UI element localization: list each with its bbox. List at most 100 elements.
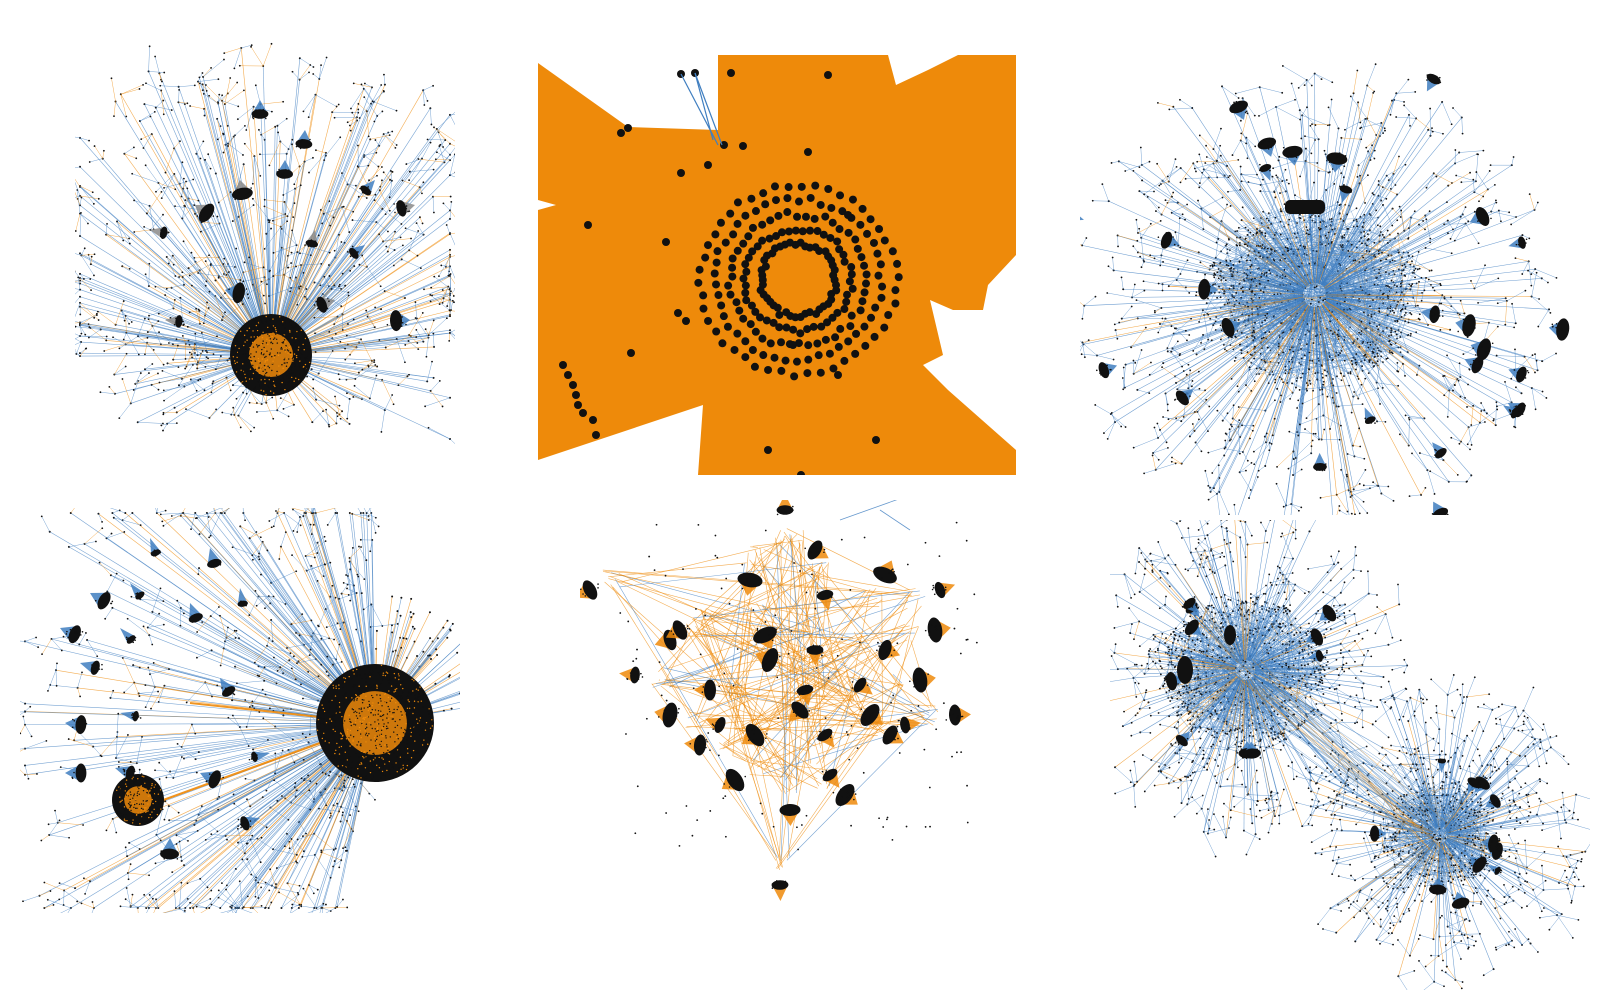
fan-cluster	[1339, 185, 1353, 203]
hub-cluster	[316, 664, 434, 782]
fan-cluster	[150, 226, 170, 239]
fan-cluster	[816, 589, 834, 611]
panel-bottom-center-network	[580, 500, 978, 901]
fan-cluster	[200, 770, 224, 789]
panel-top-right-network	[1080, 63, 1570, 515]
fan-cluster	[1174, 389, 1194, 406]
fan-cluster	[882, 725, 904, 745]
fan-cluster	[851, 677, 873, 695]
fan-cluster	[705, 717, 726, 733]
fan-cluster	[207, 548, 222, 568]
fan-cluster	[1182, 619, 1202, 636]
fan-cluster	[1306, 628, 1325, 646]
core-blob	[1224, 625, 1236, 645]
fan-cluster	[386, 310, 410, 332]
fan-cluster	[165, 315, 185, 328]
fan-cluster	[876, 639, 901, 661]
fan-cluster	[1426, 73, 1442, 92]
fan-cluster	[1313, 452, 1327, 472]
fan-cluster	[220, 678, 236, 697]
fan-cluster	[1420, 305, 1444, 324]
fan-cluster	[251, 100, 269, 120]
panel-top-center-zoomed-network	[538, 55, 1016, 475]
fan-cluster	[237, 588, 248, 607]
fan-cluster	[160, 838, 179, 860]
fan-cluster	[1157, 231, 1180, 249]
fan-cluster	[684, 734, 711, 756]
fan-cluster	[945, 704, 971, 726]
fan-cluster	[1162, 671, 1184, 691]
fan-cluster	[1319, 604, 1338, 622]
fan-cluster	[1548, 318, 1570, 341]
fan-cluster	[779, 803, 801, 826]
fan-cluster	[225, 282, 250, 304]
fan-cluster	[860, 704, 883, 726]
fan-cluster	[1451, 891, 1470, 909]
fan-cluster	[1282, 145, 1303, 166]
hub-cluster	[230, 314, 312, 396]
fan-cluster	[1470, 338, 1494, 361]
fan-cluster	[694, 679, 720, 701]
panel-bottom-left-network	[20, 508, 460, 913]
fan-cluster	[1364, 407, 1376, 424]
fan-cluster	[796, 684, 814, 706]
fan-cluster	[776, 500, 794, 516]
fan-cluster	[1181, 597, 1198, 613]
fan-cluster	[1307, 649, 1325, 662]
fan-cluster	[1219, 317, 1242, 338]
fan-cluster	[120, 628, 137, 644]
fan-cluster	[1243, 741, 1262, 759]
fan-cluster	[804, 540, 829, 560]
fan-cluster	[195, 203, 215, 223]
fan-cluster	[741, 723, 768, 747]
fan-cluster	[654, 702, 680, 728]
core-blob	[1285, 200, 1325, 214]
fan-cluster	[60, 625, 84, 644]
panel-top-left-network	[75, 42, 455, 445]
fan-cluster	[1485, 794, 1503, 808]
fan-cluster	[1469, 207, 1492, 226]
fan-cluster	[1469, 856, 1489, 873]
fan-cluster	[806, 644, 824, 666]
fan-cluster	[237, 816, 260, 831]
edges-and-nodes	[1110, 520, 1590, 990]
scattered-nodes	[559, 69, 880, 475]
fan-cluster	[276, 160, 293, 179]
fan-cluster	[788, 701, 810, 722]
fan-cluster	[771, 880, 789, 901]
fan-cluster	[313, 296, 335, 313]
fan-cluster	[909, 667, 936, 693]
fan-cluster	[873, 560, 897, 584]
fan-cluster	[359, 180, 375, 196]
fan-cluster	[90, 591, 114, 610]
fan-cluster	[1229, 100, 1248, 120]
fan-cluster	[1080, 216, 1084, 221]
fan-cluster	[1428, 877, 1447, 895]
edges-and-nodes	[1080, 63, 1558, 515]
fan-cluster	[1258, 163, 1272, 181]
ring-nodes	[694, 181, 903, 381]
fan-cluster	[931, 581, 956, 599]
fan-cluster	[721, 768, 747, 792]
fan-cluster	[821, 768, 840, 788]
fan-cluster	[619, 666, 644, 684]
fan-cluster	[1432, 442, 1447, 459]
fan-cluster	[816, 728, 835, 748]
fan-cluster	[665, 620, 691, 640]
fan-cluster	[188, 603, 203, 623]
fan-cluster	[231, 180, 253, 201]
fan-cluster	[580, 580, 599, 600]
fan-cluster	[305, 230, 319, 248]
fan-cluster	[65, 715, 88, 735]
fan-cluster	[295, 130, 313, 150]
fan-cluster	[755, 648, 781, 672]
fan-cluster	[832, 784, 858, 806]
fan-cluster	[80, 660, 103, 675]
fan-cluster	[393, 200, 415, 217]
orange-fill-region	[538, 55, 1016, 475]
fan-cluster	[1195, 278, 1219, 300]
fan-cluster	[1481, 834, 1502, 853]
panel-bottom-right-network	[1110, 520, 1590, 990]
core-blob	[1177, 656, 1193, 684]
